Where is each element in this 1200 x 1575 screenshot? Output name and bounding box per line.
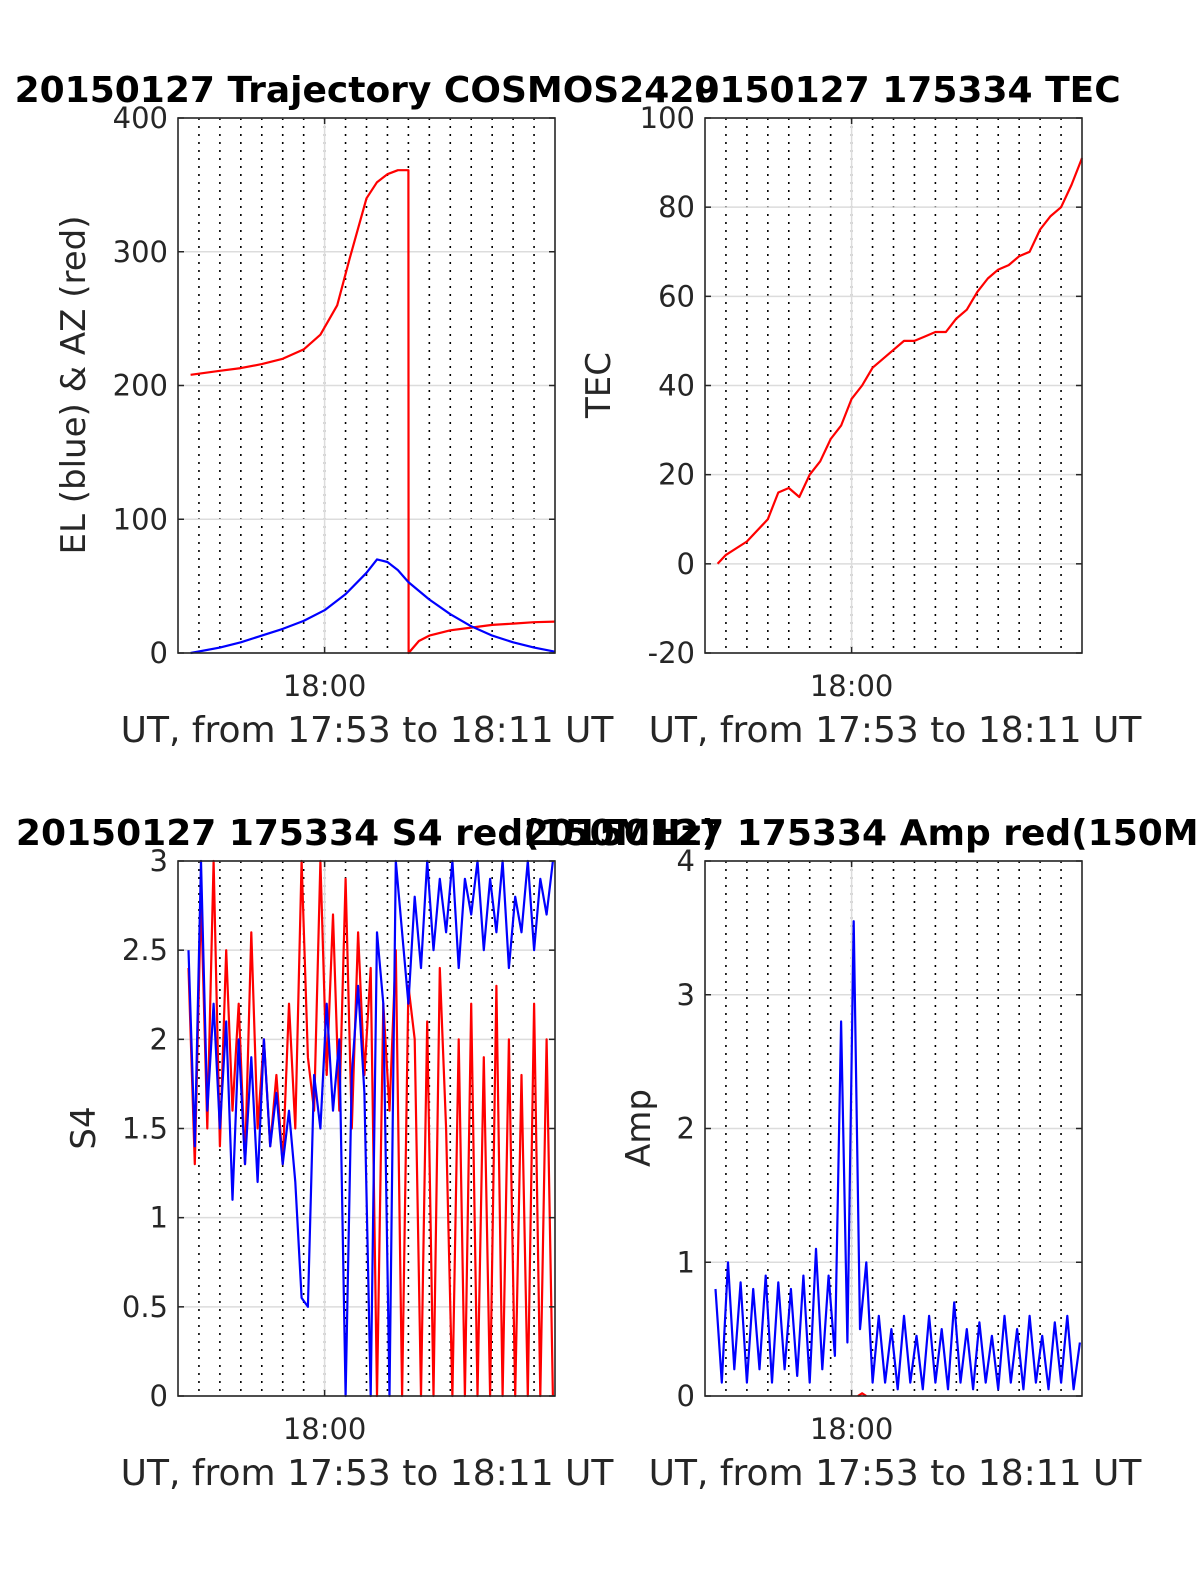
- panel-3-xlabel: UT, from 17:53 to 18:11 UT: [121, 1453, 615, 1494]
- y-tick-label: 0.5: [122, 1290, 168, 1324]
- x-tick-label: 18:00: [283, 1412, 367, 1446]
- panel-s4: 20150127 175334 S4 red(150MHz) UT, from …: [16, 813, 718, 1494]
- panel-4-title: 20150127 175334 Amp red(150MHz): [524, 813, 1200, 854]
- series-line-2: [190, 558, 556, 655]
- y-tick-label: 40: [658, 369, 695, 403]
- panel-4-ylabel: Amp: [619, 1089, 659, 1167]
- series-line-1: [714, 920, 1081, 1391]
- panel-amp: 20150127 175334 Amp red(150MHz) UT, from…: [524, 813, 1200, 1494]
- panel-trajectory: 20150127 Trajectory COSMOS2429 UT, from …: [15, 70, 720, 751]
- y-tick-label: 3: [677, 978, 695, 1012]
- panel-1-plot-area: 0 100 200 300 400 18:00: [113, 101, 556, 703]
- y-tick-label: 2: [150, 1022, 168, 1056]
- panel-1-title: 20150127 Trajectory COSMOS2429: [15, 70, 720, 111]
- series-line-1: [190, 169, 556, 655]
- y-tick-label: 0: [150, 1379, 168, 1413]
- panel-2-title: 20150127 175334 TEC: [669, 70, 1120, 111]
- y-tick-label: 1: [150, 1201, 168, 1235]
- series-line-1: [716, 157, 1084, 565]
- panel-2-ylabel: TEC: [579, 352, 619, 419]
- y-tick-label: 0: [677, 1379, 695, 1413]
- panel-4-plot-area: 0 1 2 3 4 18:00: [677, 844, 1083, 1446]
- y-tick-label: 2: [677, 1112, 695, 1146]
- series-line-1: [187, 859, 554, 1398]
- y-tick-label: 0: [677, 547, 695, 581]
- y-tick-label: 2.5: [122, 933, 168, 967]
- panel-4-xlabel: UT, from 17:53 to 18:11 UT: [649, 1453, 1143, 1494]
- y-tick-label: 400: [113, 101, 168, 135]
- panel-3-plot-area: 0 0.5 1 1.5 2 2.5 3 18:00: [122, 844, 556, 1446]
- panel-1-xlabel: UT, from 17:53 to 18:11 UT: [121, 710, 615, 751]
- series-line-2: [857, 1392, 867, 1397]
- panel-1-ylabel: EL (blue) & AZ (red): [54, 215, 94, 554]
- y-tick-label: 1: [677, 1245, 695, 1279]
- y-tick-label: 0: [150, 636, 168, 670]
- y-tick-label: 100: [113, 502, 168, 536]
- panel-2-plot-area: -20 0 20 40 60 80 100 18:00: [640, 101, 1084, 703]
- y-tick-label: 200: [113, 369, 168, 403]
- panel-3-title: 20150127 175334 S4 red(150MHz): [16, 813, 718, 854]
- y-tick-label: 300: [113, 235, 168, 269]
- panel-2-xlabel: UT, from 17:53 to 18:11 UT: [649, 710, 1143, 751]
- y-tick-label: 20: [658, 458, 695, 492]
- x-tick-label: 18:00: [283, 669, 367, 703]
- y-tick-label: 80: [658, 190, 695, 224]
- x-tick-label: 18:00: [810, 1412, 894, 1446]
- y-tick-label: 4: [677, 844, 695, 878]
- y-tick-label: -20: [648, 636, 695, 670]
- x-tick-label: 18:00: [810, 669, 894, 703]
- y-tick-label: 3: [150, 844, 168, 878]
- panel-3-ylabel: S4: [64, 1106, 104, 1149]
- y-tick-label: 60: [658, 279, 695, 313]
- y-tick-label: 1.5: [122, 1112, 168, 1146]
- panel-tec: 20150127 175334 TEC UT, from 17:53 to 18…: [579, 70, 1142, 751]
- y-tick-label: 100: [640, 101, 695, 135]
